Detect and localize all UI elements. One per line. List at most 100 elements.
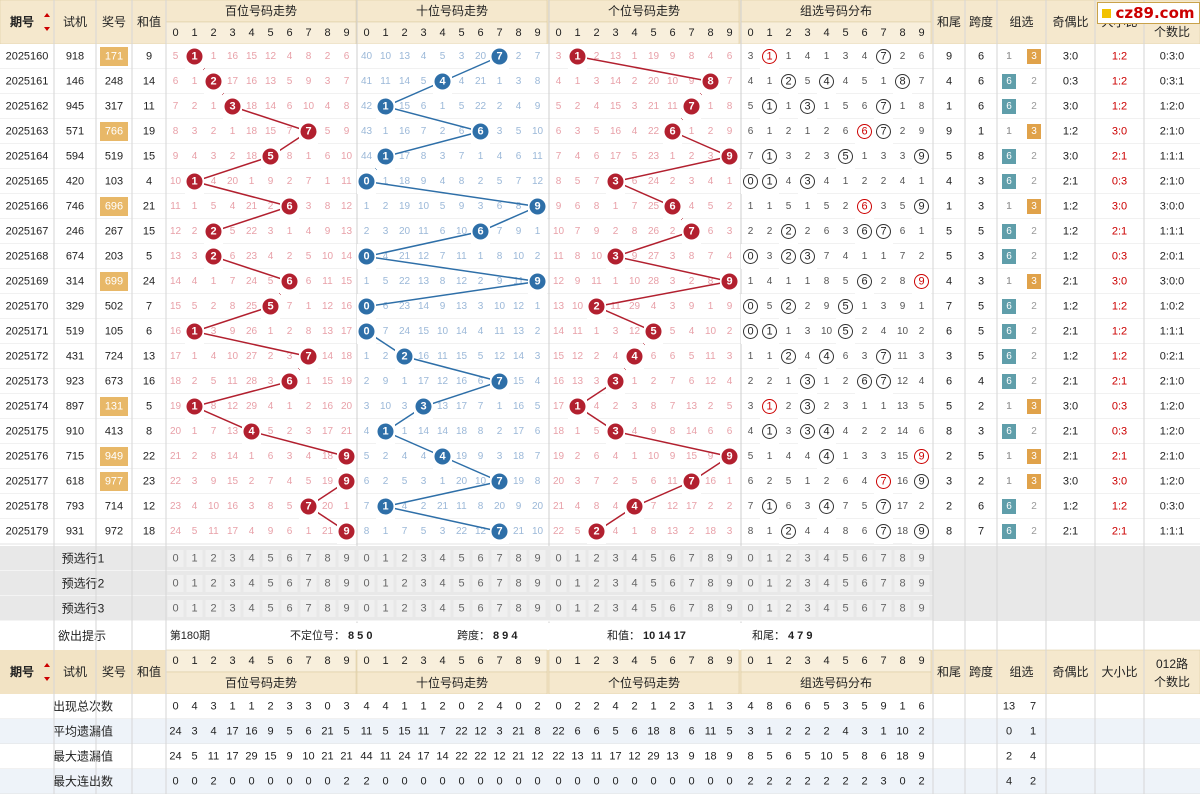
preselect-digit[interactable]: 8 (515, 603, 521, 615)
preselect-digit[interactable]: 8 (707, 578, 713, 590)
preselect-digit[interactable]: 0 (172, 578, 178, 590)
preselect-digit[interactable]: 9 (918, 578, 924, 590)
preselect-digit[interactable]: 4 (248, 603, 254, 615)
preselect-digit[interactable]: 7 (688, 553, 694, 565)
preselect-digit[interactable]: 7 (688, 578, 694, 590)
preselect-digit[interactable]: 7 (305, 578, 311, 590)
preselect-digit[interactable]: 1 (382, 578, 388, 590)
preselect-digit[interactable]: 7 (496, 553, 502, 565)
preselect-digit[interactable]: 0 (555, 603, 561, 615)
preselect-digit[interactable]: 9 (918, 553, 924, 565)
preselect-digit[interactable]: 1 (574, 553, 580, 565)
preselect-digit[interactable]: 5 (267, 578, 273, 590)
preselect-digit[interactable]: 9 (534, 603, 540, 615)
preselect-digit[interactable]: 0 (363, 578, 369, 590)
preselect-digit[interactable]: 3 (420, 603, 426, 615)
preselect-digit[interactable]: 2 (401, 603, 407, 615)
preselect-digit[interactable]: 2 (593, 603, 599, 615)
preselect-digit[interactable]: 4 (439, 553, 445, 565)
preselect-digit[interactable]: 4 (823, 578, 829, 590)
preselect-digit[interactable]: 4 (439, 603, 445, 615)
preselect-digit[interactable]: 9 (343, 603, 349, 615)
preselect-digit[interactable]: 7 (496, 578, 502, 590)
preselect-digit[interactable]: 0 (747, 553, 753, 565)
preselect-digit[interactable]: 6 (286, 603, 292, 615)
preselect-digit[interactable]: 1 (574, 578, 580, 590)
preselect-digit[interactable]: 1 (574, 603, 580, 615)
preselect-digit[interactable]: 2 (593, 553, 599, 565)
preselect-digit[interactable]: 5 (842, 578, 848, 590)
preselect-digit[interactable]: 5 (458, 603, 464, 615)
preselect-digit[interactable]: 8 (324, 578, 330, 590)
preselect-digit[interactable]: 2 (210, 553, 216, 565)
preselect-digit[interactable]: 4 (631, 578, 637, 590)
preselect-digit[interactable]: 6 (286, 553, 292, 565)
preselect-digit[interactable]: 9 (343, 553, 349, 565)
preselect-digit[interactable]: 3 (229, 553, 235, 565)
preselect-digit[interactable]: 6 (861, 578, 867, 590)
preselect-digit[interactable]: 9 (343, 578, 349, 590)
preselect-digit[interactable]: 5 (650, 603, 656, 615)
preselect-digit[interactable]: 8 (324, 603, 330, 615)
preselect-digit[interactable]: 8 (707, 603, 713, 615)
preselect-digit[interactable]: 6 (669, 578, 675, 590)
preselect-digit[interactable]: 7 (880, 603, 886, 615)
preselect-digit[interactable]: 9 (534, 578, 540, 590)
preselect-digit[interactable]: 9 (726, 553, 732, 565)
sort-arrows-icon[interactable] (44, 663, 50, 681)
preselect-digit[interactable]: 3 (229, 603, 235, 615)
preselect-digit[interactable]: 4 (823, 603, 829, 615)
preselect-digit[interactable]: 7 (688, 603, 694, 615)
preselect-digit[interactable]: 7 (880, 578, 886, 590)
preselect-digit[interactable]: 3 (612, 553, 618, 565)
preselect-digit[interactable]: 7 (880, 553, 886, 565)
preselect-digit[interactable]: 3 (612, 603, 618, 615)
sort-arrows-icon[interactable] (44, 13, 50, 31)
preselect-digit[interactable]: 5 (842, 553, 848, 565)
preselect-digit[interactable]: 6 (669, 553, 675, 565)
preselect-digit[interactable]: 4 (248, 578, 254, 590)
preselect-digit[interactable]: 0 (172, 603, 178, 615)
preselect-digit[interactable]: 4 (823, 553, 829, 565)
preselect-digit[interactable]: 6 (861, 553, 867, 565)
preselect-digit[interactable]: 1 (766, 578, 772, 590)
preselect-digit[interactable]: 3 (612, 578, 618, 590)
preselect-digit[interactable]: 8 (515, 553, 521, 565)
preselect-digit[interactable]: 2 (401, 553, 407, 565)
preselect-digit[interactable]: 0 (555, 553, 561, 565)
preselect-digit[interactable]: 8 (515, 578, 521, 590)
preselect-digit[interactable]: 1 (382, 553, 388, 565)
preselect-digit[interactable]: 1 (191, 553, 197, 565)
preselect-digit[interactable]: 9 (726, 603, 732, 615)
bottom-issue-header[interactable]: 期号 (10, 664, 34, 679)
preselect-digit[interactable]: 3 (420, 553, 426, 565)
preselect-digit[interactable]: 5 (842, 603, 848, 615)
preselect-digit[interactable]: 5 (267, 603, 273, 615)
preselect-digit[interactable]: 6 (477, 553, 483, 565)
preselect-digit[interactable]: 3 (804, 553, 810, 565)
preselect-digit[interactable]: 3 (420, 578, 426, 590)
preselect-digit[interactable]: 4 (439, 578, 445, 590)
preselect-digit[interactable]: 2 (210, 578, 216, 590)
preselect-digit[interactable]: 6 (477, 578, 483, 590)
preselect-digit[interactable]: 2 (785, 578, 791, 590)
preselect-digit[interactable]: 2 (785, 553, 791, 565)
preselect-digit[interactable]: 0 (363, 553, 369, 565)
preselect-digit[interactable]: 2 (210, 603, 216, 615)
preselect-digit[interactable]: 8 (899, 553, 905, 565)
preselect-digit[interactable]: 5 (267, 553, 273, 565)
site-logo[interactable]: cz89.com (1097, 2, 1200, 24)
preselect-digit[interactable]: 4 (631, 603, 637, 615)
preselect-digit[interactable]: 9 (534, 553, 540, 565)
preselect-digit[interactable]: 1 (191, 578, 197, 590)
preselect-digit[interactable]: 5 (650, 578, 656, 590)
preselect-digit[interactable]: 8 (707, 553, 713, 565)
preselect-digit[interactable]: 0 (555, 578, 561, 590)
preselect-digit[interactable]: 4 (248, 553, 254, 565)
preselect-digit[interactable]: 1 (766, 603, 772, 615)
preselect-digit[interactable]: 7 (496, 603, 502, 615)
preselect-digit[interactable]: 2 (593, 578, 599, 590)
preselect-digit[interactable]: 1 (766, 553, 772, 565)
preselect-digit[interactable]: 6 (861, 603, 867, 615)
preselect-digit[interactable]: 0 (363, 603, 369, 615)
